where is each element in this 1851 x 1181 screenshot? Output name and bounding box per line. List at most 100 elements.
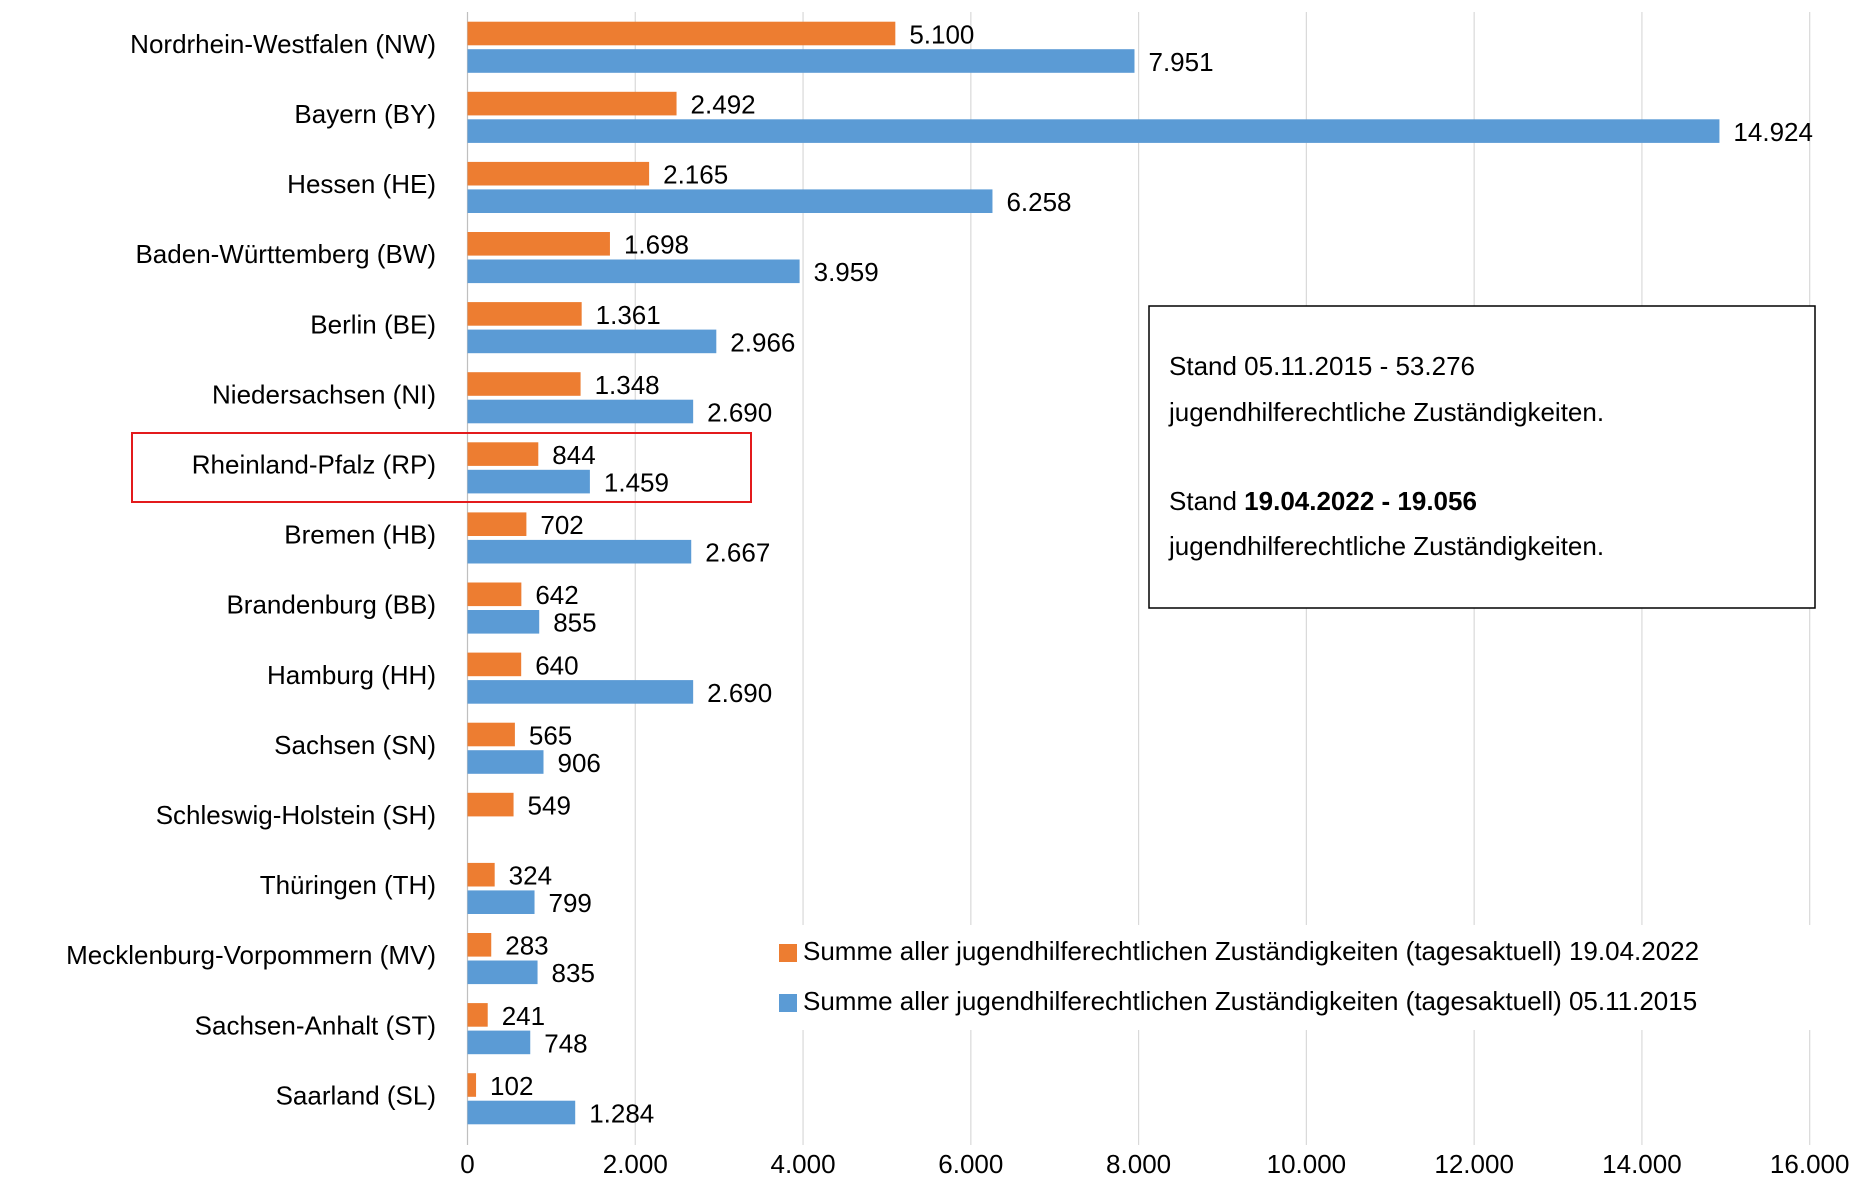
x-tick-label: 8.000 [1106,1149,1171,1179]
value-label: 844 [552,440,595,470]
bar [467,750,544,774]
bar [467,862,495,887]
y-tick-label: Hamburg (HH) [267,660,436,690]
legend-swatch [779,994,797,1012]
bar [467,232,610,256]
legend-label: Summe aller jugendhilferechtlichen Zustä… [803,936,1699,966]
value-label: 640 [535,650,578,680]
bar [467,399,694,424]
value-label: 2.690 [707,678,772,708]
bar [467,302,582,326]
y-tick-label: Thüringen (TH) [260,870,436,900]
value-label: 565 [529,720,572,750]
y-tick-label: Bayern (BY) [294,99,436,129]
y-tick-label: Niedersachsen (NI) [212,379,436,409]
annotation-text: Stand 05.11.2015 - 53.276 [1169,351,1475,381]
value-label: 5.100 [909,19,974,49]
annotation-segment: jugendhilferechtliche Zuständigkeiten. [1168,397,1604,427]
annotation-segment: Stand [1169,486,1244,516]
x-tick-label: 16.000 [1770,1149,1850,1179]
x-tick-label: 12.000 [1434,1149,1514,1179]
x-tick-label: 4.000 [771,1149,836,1179]
bar [467,722,515,747]
x-tick-label: 2.000 [603,1149,668,1179]
bar [467,539,692,564]
y-tick-label: Nordrhein-Westfalen (NW) [130,29,436,59]
y-tick-label: Hessen (HE) [287,169,436,199]
bar [467,119,1720,143]
bar [467,933,492,957]
value-label: 241 [502,1001,545,1031]
value-label: 283 [505,931,548,961]
bar [467,1073,477,1097]
bar [467,442,539,466]
value-label: 835 [552,958,595,988]
bar [467,582,522,607]
bar [467,1003,488,1027]
value-label: 2.165 [663,160,728,190]
y-tick-label: Sachsen (SN) [274,730,436,760]
bar [467,259,800,284]
bar [467,792,514,817]
bar [467,49,1135,73]
annotation-box [1148,305,1816,609]
bars [467,21,1720,1125]
y-tick-label: Rheinland-Pfalz (RP) [192,449,436,479]
value-label: 702 [540,510,583,540]
bar [467,372,581,396]
bar [467,512,527,536]
x-tick-label: 14.000 [1602,1149,1682,1179]
bar [467,960,538,985]
y-tick-label: Brandenburg (BB) [226,590,436,620]
value-label: 1.361 [596,300,661,330]
value-label: 549 [528,790,571,820]
legend-swatch [779,944,797,962]
annotation-segment: jugendhilferechtliche Zuständigkeiten. [1168,531,1604,561]
annotation-segment: Stand 05.11.2015 - 53.276 [1169,351,1475,381]
y-tick-label: Berlin (BE) [310,309,436,339]
bar [467,91,677,116]
value-label: 324 [509,861,552,891]
value-label: 1.459 [604,467,669,497]
value-label: 2.690 [707,397,772,427]
value-label: 3.959 [814,257,879,287]
value-label: 2.966 [730,327,795,357]
value-label: 855 [553,608,596,638]
bar [467,610,540,634]
value-label: 1.284 [589,1098,654,1128]
value-label: 748 [544,1028,587,1058]
bar [467,469,590,494]
legend-label: Summe aller jugendhilferechtlichen Zustä… [803,986,1697,1016]
bar [467,890,535,914]
bar [467,1030,531,1055]
y-tick-label: Baden-Württemberg (BW) [135,239,436,269]
value-label: 14.924 [1733,117,1813,147]
annotation-text: jugendhilferechtliche Zuständigkeiten. [1168,531,1604,561]
highlight-box [131,432,752,503]
value-label: 642 [535,580,578,610]
annotation-segment: 19.04.2022 - 19.056 [1244,486,1477,516]
bar [467,189,993,213]
annotation-text: jugendhilferechtliche Zuständigkeiten. [1168,397,1604,427]
value-label: 2.667 [705,538,770,568]
value-label: 2.492 [691,89,756,119]
annotation-text: Stand 19.04.2022 - 19.056 [1169,486,1477,516]
bar [467,680,694,704]
bar [467,652,522,677]
value-label: 7.951 [1148,47,1213,77]
y-tick-label: Mecklenburg-Vorpommern (MV) [66,940,436,970]
value-label: 799 [549,888,592,918]
x-tick-label: 6.000 [938,1149,1003,1179]
y-tick-label: Bremen (HB) [284,520,436,550]
bar [467,161,650,186]
x-tick-label: 0 [460,1149,474,1179]
value-label: 1.698 [624,230,689,260]
value-label: 1.348 [595,370,660,400]
x-tick-label: 10.000 [1267,1149,1347,1179]
y-tick-label: Schleswig-Holstein (SH) [156,800,436,830]
bar [467,329,717,354]
bar [467,1100,576,1125]
value-label: 102 [490,1071,533,1101]
value-label: 6.258 [1006,187,1071,217]
